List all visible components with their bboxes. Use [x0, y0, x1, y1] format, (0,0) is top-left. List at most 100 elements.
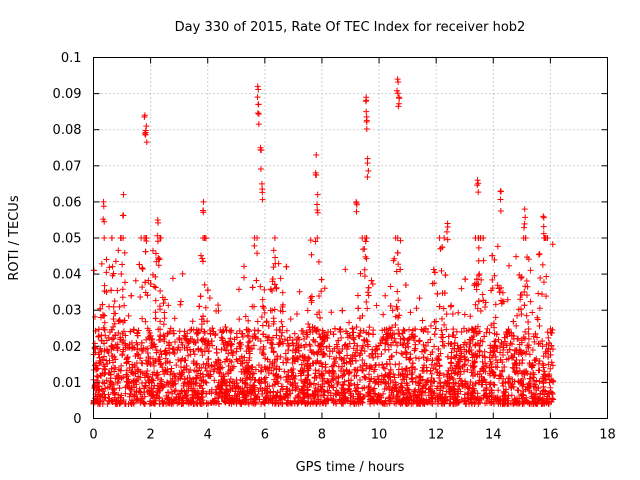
data-point [194, 400, 201, 407]
data-point [112, 332, 119, 339]
data-point [106, 357, 113, 364]
data-point [267, 388, 274, 395]
data-point [254, 318, 261, 325]
data-point [519, 401, 526, 408]
data-point [436, 303, 443, 310]
data-point [526, 400, 533, 407]
outlier-point [540, 214, 547, 221]
data-point [316, 343, 323, 350]
data-point [363, 235, 370, 241]
data-point [352, 387, 359, 394]
data-point [212, 358, 219, 365]
data-point [355, 384, 362, 391]
data-point [500, 383, 507, 390]
data-point [516, 379, 523, 386]
data-point [520, 392, 527, 399]
data-point [99, 356, 106, 363]
data-point [136, 261, 143, 268]
data-point [181, 344, 188, 351]
data-point [137, 355, 144, 362]
data-point [241, 379, 248, 386]
data-point [103, 337, 110, 344]
data-point [199, 352, 206, 359]
data-point [542, 235, 549, 241]
data-point [195, 367, 202, 374]
data-point [379, 361, 386, 368]
outlier-point [141, 113, 148, 120]
data-point [109, 336, 116, 343]
data-point [432, 325, 439, 332]
data-point [468, 369, 475, 376]
data-point [382, 292, 389, 299]
data-point [250, 342, 257, 349]
outlier-point [444, 223, 451, 230]
data-point [450, 331, 457, 338]
outlier-point [395, 100, 402, 107]
data-point [272, 398, 279, 405]
data-point [519, 395, 526, 402]
data-point [101, 394, 108, 401]
data-point [175, 344, 182, 351]
data-point [223, 347, 230, 354]
data-point [413, 397, 420, 404]
data-point [129, 361, 136, 368]
data-point [117, 367, 124, 374]
data-point [549, 241, 556, 248]
data-point [221, 396, 228, 403]
data-point [226, 379, 233, 386]
data-point [238, 400, 245, 407]
data-point [513, 322, 520, 329]
outlier-point [255, 121, 262, 128]
data-point [286, 387, 293, 394]
data-point [337, 367, 344, 374]
data-point [154, 389, 161, 396]
data-point [103, 288, 110, 295]
data-point [200, 258, 207, 265]
data-point [249, 284, 256, 291]
data-point [274, 389, 281, 396]
data-point [535, 290, 542, 297]
data-point [165, 396, 172, 403]
outlier-point [154, 238, 161, 245]
data-point [109, 399, 116, 405]
data-point [351, 366, 358, 373]
data-point [203, 367, 210, 374]
data-point [535, 385, 542, 392]
data-point [480, 366, 487, 373]
data-point [273, 326, 280, 333]
data-point [339, 346, 346, 353]
data-point [281, 368, 288, 375]
data-point [146, 401, 153, 408]
data-point [499, 289, 506, 296]
data-point [366, 324, 373, 331]
data-point [510, 318, 517, 325]
data-point [117, 394, 124, 401]
data-point [442, 272, 449, 279]
data-point [273, 332, 280, 339]
data-point [372, 362, 379, 369]
data-point [339, 307, 346, 314]
data-point [513, 347, 520, 354]
data-point [502, 399, 509, 406]
data-point [472, 394, 479, 401]
data-point [475, 400, 482, 407]
data-point [180, 366, 187, 373]
data-point [289, 347, 296, 354]
data-point [234, 357, 241, 364]
data-point [455, 345, 462, 352]
data-point [227, 335, 234, 342]
data-point [273, 284, 280, 291]
data-point [162, 367, 169, 374]
data-point [322, 400, 329, 407]
data-point [411, 388, 418, 395]
data-point [308, 293, 315, 300]
data-point [128, 397, 135, 404]
data-point [114, 344, 121, 351]
data-point [497, 356, 504, 363]
data-point [346, 358, 353, 365]
data-point [534, 316, 541, 323]
outlier-point [259, 196, 266, 203]
data-point [157, 235, 164, 241]
data-point [346, 382, 353, 389]
data-point [466, 336, 473, 343]
